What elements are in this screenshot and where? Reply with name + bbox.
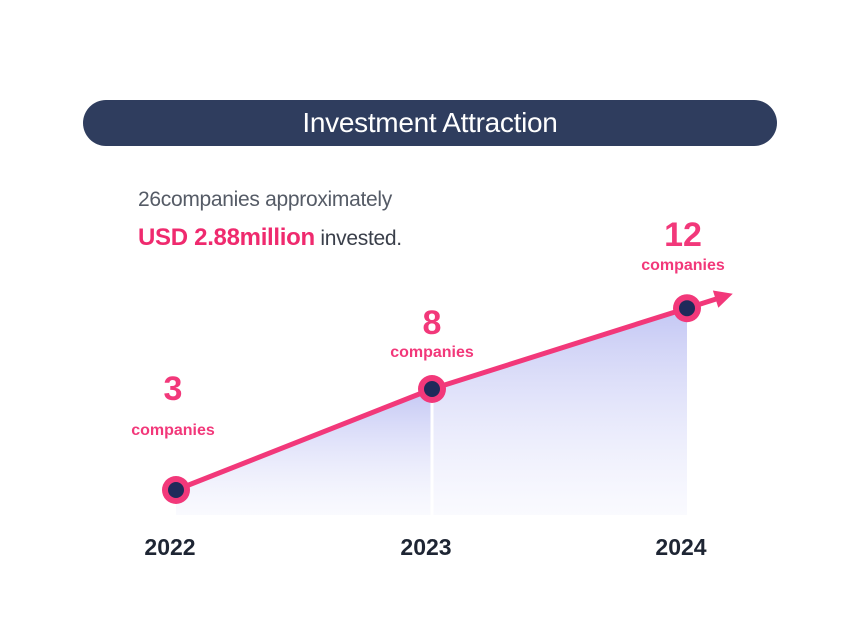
marker-dot: [679, 300, 695, 317]
summary-line-companies: 26companies approximately: [138, 188, 392, 211]
trend-arrowhead: [712, 290, 733, 308]
invested-suffix: invested.: [314, 227, 402, 250]
year-label-2022: 2022: [144, 534, 195, 560]
value-label-2023: 8: [423, 304, 442, 342]
investment-amount: USD 2.88million: [138, 224, 315, 251]
area-segment-2022-2023: [176, 389, 432, 515]
marker-dot: [168, 482, 184, 498]
summary-text: 26companies approximately USD 2.88millio…: [138, 188, 402, 252]
value-label-2024: 12: [664, 216, 702, 254]
area-segment-2023-2024: [432, 308, 687, 515]
data-point-2023: [418, 375, 446, 403]
marker-dot: [424, 381, 440, 397]
summary-line-amount: USD 2.88million invested.: [138, 224, 402, 252]
value-label-2022: 3: [164, 370, 183, 408]
unit-label-2024: companies: [641, 257, 725, 274]
page-title: Investment Attraction: [302, 107, 558, 138]
data-point-2024: [673, 294, 701, 323]
unit-label-2023: companies: [390, 344, 474, 361]
title-banner: Investment Attraction: [83, 100, 777, 146]
year-label-2023: 2023: [400, 534, 451, 560]
trend-line: [173, 294, 726, 493]
year-label-2024: 2024: [655, 534, 706, 560]
data-point-2022: [162, 476, 190, 504]
unit-label-2022: companies: [131, 422, 215, 439]
